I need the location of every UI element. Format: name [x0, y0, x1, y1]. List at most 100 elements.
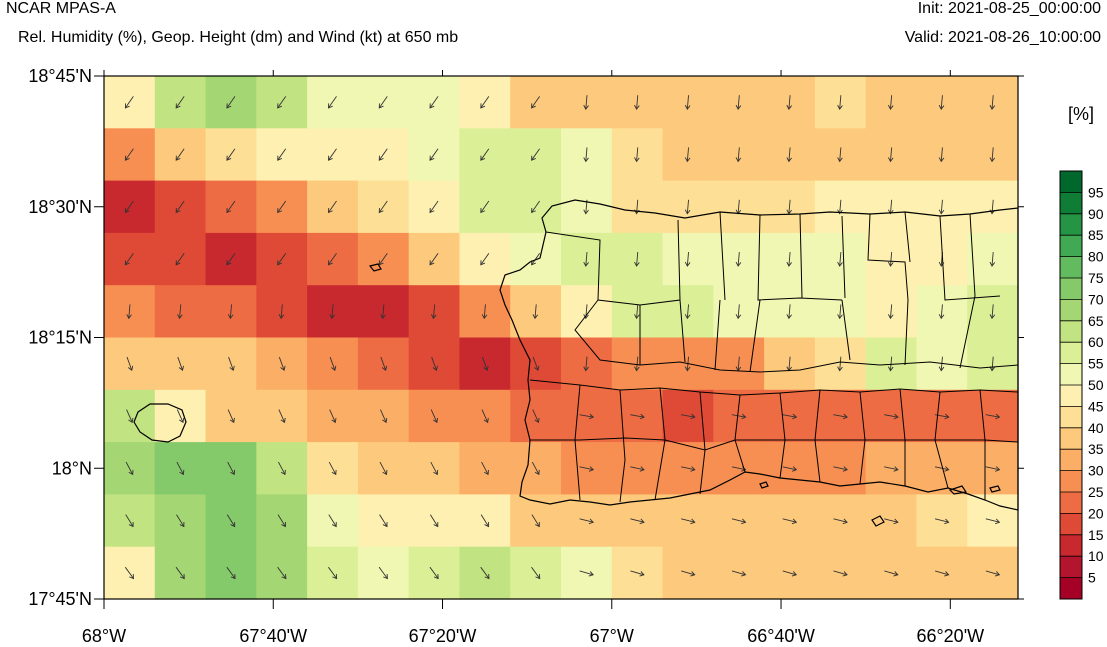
wind-arrow-head: [842, 571, 848, 577]
wind-arrow-head: [484, 521, 490, 528]
wind-arrow-head: [735, 314, 742, 320]
wind-arrow: [630, 466, 645, 471]
wind-arrow-head: [994, 571, 1001, 577]
wind-arrow: [328, 461, 337, 475]
wind-arrow: [788, 95, 791, 110]
wind-arrow-head: [179, 417, 185, 424]
wind-arrow-head: [378, 207, 384, 214]
wind-arrow-head: [893, 466, 899, 472]
wind-arrow: [431, 356, 437, 371]
lat-tick-label: 18°15'N: [28, 328, 92, 348]
wind-arrow: [839, 252, 842, 267]
wind-arrow-head: [226, 260, 232, 266]
wind-arrow-head: [837, 366, 843, 372]
wind-arrow: [985, 518, 1000, 523]
wind-arrow: [331, 304, 334, 319]
wind-arrow-head: [331, 365, 337, 372]
wind-arrow: [889, 199, 893, 214]
wind-arrow: [531, 253, 540, 266]
wind-arrow-head: [328, 207, 333, 214]
wind-arrow: [788, 252, 791, 267]
wind-arrow-head: [837, 314, 843, 320]
valid-time-label: Valid: 2021-08-26_10:00:00: [904, 29, 1101, 46]
wind-arrow-head: [128, 521, 134, 528]
wind-arrow: [782, 414, 797, 418]
wind-arrow-head: [786, 157, 792, 163]
wind-arrow: [378, 200, 388, 213]
wind-arrow: [328, 200, 337, 213]
wind-arrow: [378, 253, 388, 266]
wind-arrow: [531, 96, 540, 109]
wind-arrow-head: [995, 413, 1001, 420]
wind-arrow: [480, 200, 490, 213]
wind-arrow-head: [535, 521, 540, 528]
wind-arrow-head: [534, 365, 540, 372]
wind-arrow-head: [893, 518, 899, 525]
wind-arrow: [889, 147, 893, 162]
colorbar-label: 85: [1088, 227, 1104, 243]
caja-de-muertos: [871, 515, 885, 527]
wind-arrow-head: [277, 207, 283, 214]
wind-arrow: [382, 304, 385, 319]
wind-arrow-head: [887, 261, 894, 267]
wind-arrow: [731, 518, 746, 523]
wind-arrow: [532, 409, 539, 423]
wind-arrow: [585, 147, 588, 162]
wind-arrow-head: [531, 155, 536, 161]
wind-arrow-head: [938, 366, 945, 372]
wind-arrow: [782, 466, 797, 471]
wind-arrow: [429, 566, 439, 579]
wind-arrow: [175, 148, 185, 161]
wind-arrow-head: [281, 573, 287, 580]
colorbar-swatch: [1060, 556, 1082, 578]
lon-tick-label: 67°40'W: [239, 626, 307, 646]
wind-arrow-head: [433, 521, 439, 528]
wind-arrow: [378, 566, 388, 579]
wind-arrow-head: [480, 207, 486, 214]
wind-arrow: [681, 518, 695, 523]
colorbar-swatch: [1060, 385, 1082, 407]
wind-arrow: [940, 147, 943, 162]
wind-arrow: [839, 199, 842, 214]
wind-arrow: [277, 566, 287, 579]
wind-arrow: [277, 200, 287, 213]
wind-arrow-head: [944, 413, 950, 420]
wind-arrow: [429, 253, 439, 266]
wind-arrow: [125, 253, 134, 266]
wind-arrow: [788, 147, 791, 162]
wind-arrow-head: [887, 104, 894, 110]
wind-arrow: [277, 253, 287, 266]
wind-arrow-head: [383, 573, 388, 580]
wind-arrow: [531, 461, 540, 475]
wind-arrow-head: [331, 521, 337, 528]
wind-arrow: [481, 409, 489, 423]
wind-arrow: [630, 570, 645, 576]
wind-arrow: [630, 518, 645, 523]
wind-arrow: [737, 304, 740, 319]
colorbar-swatch: [1060, 278, 1082, 300]
wind-arrow-head: [634, 157, 640, 163]
colorbar-label: 95: [1088, 184, 1104, 200]
wind-arrow-head: [588, 518, 594, 525]
wind-arrow: [839, 356, 842, 371]
colorbar-label: 5: [1088, 570, 1096, 586]
wind-arrow: [991, 95, 994, 110]
wind-arrow-head: [741, 413, 747, 420]
wind-arrow-head: [837, 261, 843, 267]
wind-arrow: [179, 304, 182, 319]
wind-arrow-head: [690, 571, 696, 577]
wind-arrow-head: [842, 413, 848, 420]
colorbar-label: 40: [1088, 420, 1104, 436]
colorbar-label: 25: [1088, 484, 1104, 500]
colorbar-swatch: [1060, 320, 1082, 343]
wind-arrow: [788, 356, 791, 371]
colorbar-swatch: [1060, 299, 1082, 322]
wind-arrow: [125, 148, 134, 161]
wind-arrow-head: [277, 260, 283, 266]
wind-arrow-head: [690, 518, 696, 525]
wind-arrow-head: [684, 209, 691, 215]
colorbar-label: 50: [1088, 377, 1104, 393]
plot-subtitle: Rel. Humidity (%), Geop. Height (dm) and…: [18, 29, 459, 46]
wind-arrow-head: [382, 521, 388, 528]
wind-arrow: [125, 461, 134, 475]
